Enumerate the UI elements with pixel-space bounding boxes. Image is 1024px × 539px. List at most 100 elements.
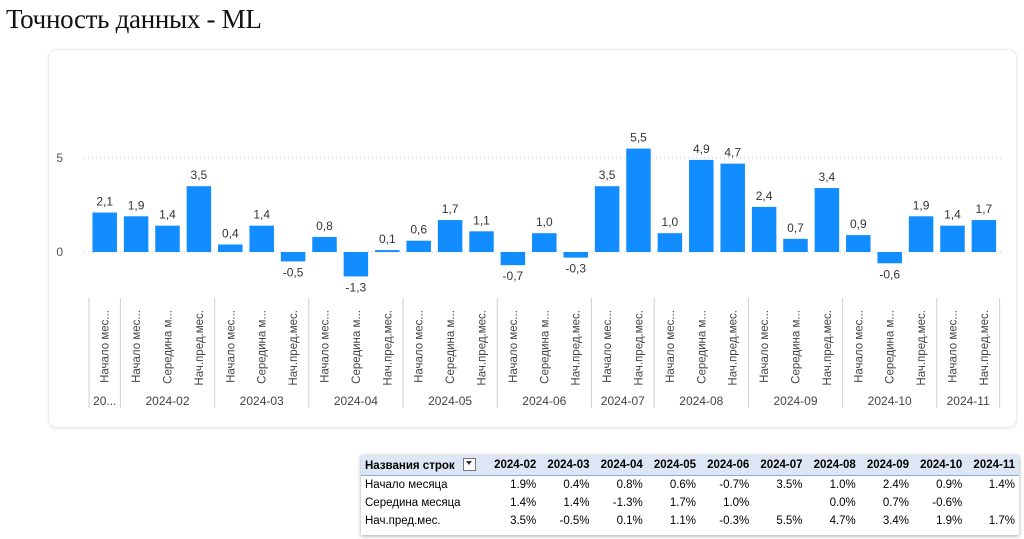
pivot-row[interactable]: Начало месяца 1.9% 0.4% 0.8% 0.6% -0.7% 3.5% 1.…: [361, 476, 1019, 495]
category-label: Середина м...: [445, 310, 457, 384]
bar: [532, 233, 557, 252]
pivot-cell[interactable]: 1.1%: [669, 515, 697, 527]
pivot-cell[interactable]: 5.5%: [776, 515, 803, 527]
pivot-cell[interactable]: 1.7%: [988, 515, 1015, 527]
category-label: Нач.пред.мес.: [822, 310, 834, 386]
pivot-cell[interactable]: 3.5%: [510, 515, 537, 527]
pivot-header-label: Названия строк: [365, 460, 455, 472]
pivot-cell[interactable]: 3.5%: [776, 479, 803, 491]
category-label: Середина м...: [163, 310, 175, 384]
pivot-cell[interactable]: -0.5%: [559, 515, 590, 527]
bar-data-label: 0,7: [787, 221, 804, 235]
pivot-column-header[interactable]: 2024-08: [806, 455, 860, 476]
pivot-row[interactable]: Нач.пред.мес. 3.5% -0.5% 0.1% 1.1% -0.3% 5.5% 4…: [361, 512, 1019, 530]
group-label: 2024-03: [240, 394, 284, 408]
pivot-cell[interactable]: 1.4%: [988, 479, 1015, 491]
pivot-cell[interactable]: 1.9%: [510, 479, 537, 491]
pivot-header-row-labels[interactable]: Названия строк: [361, 455, 488, 476]
pivot-column-header[interactable]: 2024-07: [753, 455, 807, 476]
pivot-table[interactable]: Названия строк 2024-02 2024-03 2024-04 2024…: [361, 455, 1019, 535]
filter-dropdown-icon[interactable]: [462, 458, 476, 471]
bar-data-label: 4,7: [724, 146, 741, 160]
pivot-cell[interactable]: [753, 494, 806, 512]
y-tick-label: 0: [56, 245, 63, 259]
bar: [626, 148, 651, 252]
pivot-cell[interactable]: 1.0%: [829, 479, 856, 491]
bar: [437, 220, 463, 252]
category-label: Начало мес...: [508, 310, 520, 383]
bar-data-label: -0,6: [879, 267, 900, 281]
pivot-cell[interactable]: 2.4%: [882, 479, 910, 491]
pivot-column-header[interactable]: 2024-10: [913, 455, 967, 476]
category-label: Середина м...: [351, 310, 363, 384]
bar: [846, 235, 871, 252]
group-label: 2024-10: [868, 394, 912, 408]
bar-data-label: 2,4: [756, 189, 773, 203]
pivot-cell[interactable]: 0.8%: [616, 479, 643, 491]
pivot-column-header[interactable]: 2024-03: [540, 455, 594, 476]
pivot-cell[interactable]: 1.0%: [723, 497, 750, 509]
bar: [720, 163, 745, 252]
bar: [218, 244, 243, 252]
bar-data-label: 1,1: [473, 213, 490, 227]
category-label: Нач.пред.мес.: [979, 310, 991, 386]
pivot-cell[interactable]: -0.6%: [932, 497, 963, 509]
pivot-column-header[interactable]: 2024-05: [646, 455, 701, 476]
pivot-row-label[interactable]: Нач.пред.мес.: [365, 515, 441, 527]
pivot-cell[interactable]: 4.7%: [829, 515, 856, 527]
pivot-cell[interactable]: 0.9%: [936, 479, 963, 491]
pivot-column-header[interactable]: 2024-09: [859, 455, 914, 476]
pivot-cell[interactable]: [966, 494, 1019, 512]
group-label: 20...: [93, 394, 116, 408]
category-label: Нач.пред.мес.: [571, 310, 583, 386]
bar: [155, 225, 180, 252]
category-label: Начало мес...: [131, 310, 143, 383]
pivot-cell[interactable]: 0.4%: [563, 479, 590, 491]
bar: [594, 186, 620, 252]
bar-data-label: 0,8: [316, 219, 333, 233]
pivot-cell[interactable]: -0.3%: [719, 515, 750, 527]
bar-data-label: -0,7: [503, 269, 524, 283]
pivot-cell[interactable]: -0.7%: [719, 479, 750, 491]
pivot-cell[interactable]: -1.3%: [612, 497, 643, 509]
pivot-cell[interactable]: 1.4%: [563, 497, 590, 509]
bar-data-label: 1,4: [253, 208, 270, 222]
bar: [689, 159, 714, 252]
bar-data-label: 2,1: [96, 195, 113, 209]
bar-data-label: 0,4: [222, 226, 239, 240]
bar-data-label: 0,1: [379, 232, 396, 246]
pivot-cell[interactable]: 0.1%: [616, 515, 643, 527]
pivot-cell[interactable]: 1.9%: [936, 515, 963, 527]
bar: [343, 252, 369, 277]
bar: [406, 240, 431, 252]
bar-data-label: 1,7: [442, 202, 459, 216]
bar: [312, 236, 337, 252]
pivot-cell[interactable]: 3.4%: [882, 515, 910, 527]
group-label: 2024-04: [334, 394, 378, 408]
bar-data-label: 1,9: [128, 198, 145, 212]
group-label: 2024-02: [145, 394, 189, 408]
bar: [908, 216, 934, 252]
bar-data-label: -0,5: [283, 265, 304, 279]
pivot-row-label[interactable]: Середина месяца: [365, 497, 461, 509]
bar-data-label: 3,5: [599, 168, 616, 182]
pivot-cell[interactable]: 1.4%: [510, 497, 537, 509]
pivot-row-label[interactable]: Начало месяца: [365, 479, 448, 491]
pivot-cell[interactable]: 0.0%: [829, 497, 856, 509]
pivot-cell[interactable]: 0.6%: [669, 479, 697, 491]
pivot-column-header[interactable]: 2024-02: [487, 455, 541, 476]
bar: [971, 220, 997, 252]
bar-data-label: 1,0: [662, 215, 679, 229]
pivot-row[interactable]: Середина месяца 1.4% 1.4% -1.3% 1.7% 1.0% 0.0%…: [361, 494, 1019, 512]
pivot-cell[interactable]: 1.7%: [669, 497, 697, 509]
bar: [186, 186, 212, 252]
pivot-column-header[interactable]: 2024-06: [700, 455, 754, 476]
category-label: Середина м...: [885, 310, 897, 384]
bar: [783, 238, 808, 252]
group-label: 2024-09: [773, 394, 817, 408]
pivot-column-header[interactable]: 2024-11: [966, 455, 1019, 476]
pivot-cell[interactable]: 0.7%: [882, 497, 910, 509]
pivot-column-header[interactable]: 2024-04: [593, 455, 647, 476]
